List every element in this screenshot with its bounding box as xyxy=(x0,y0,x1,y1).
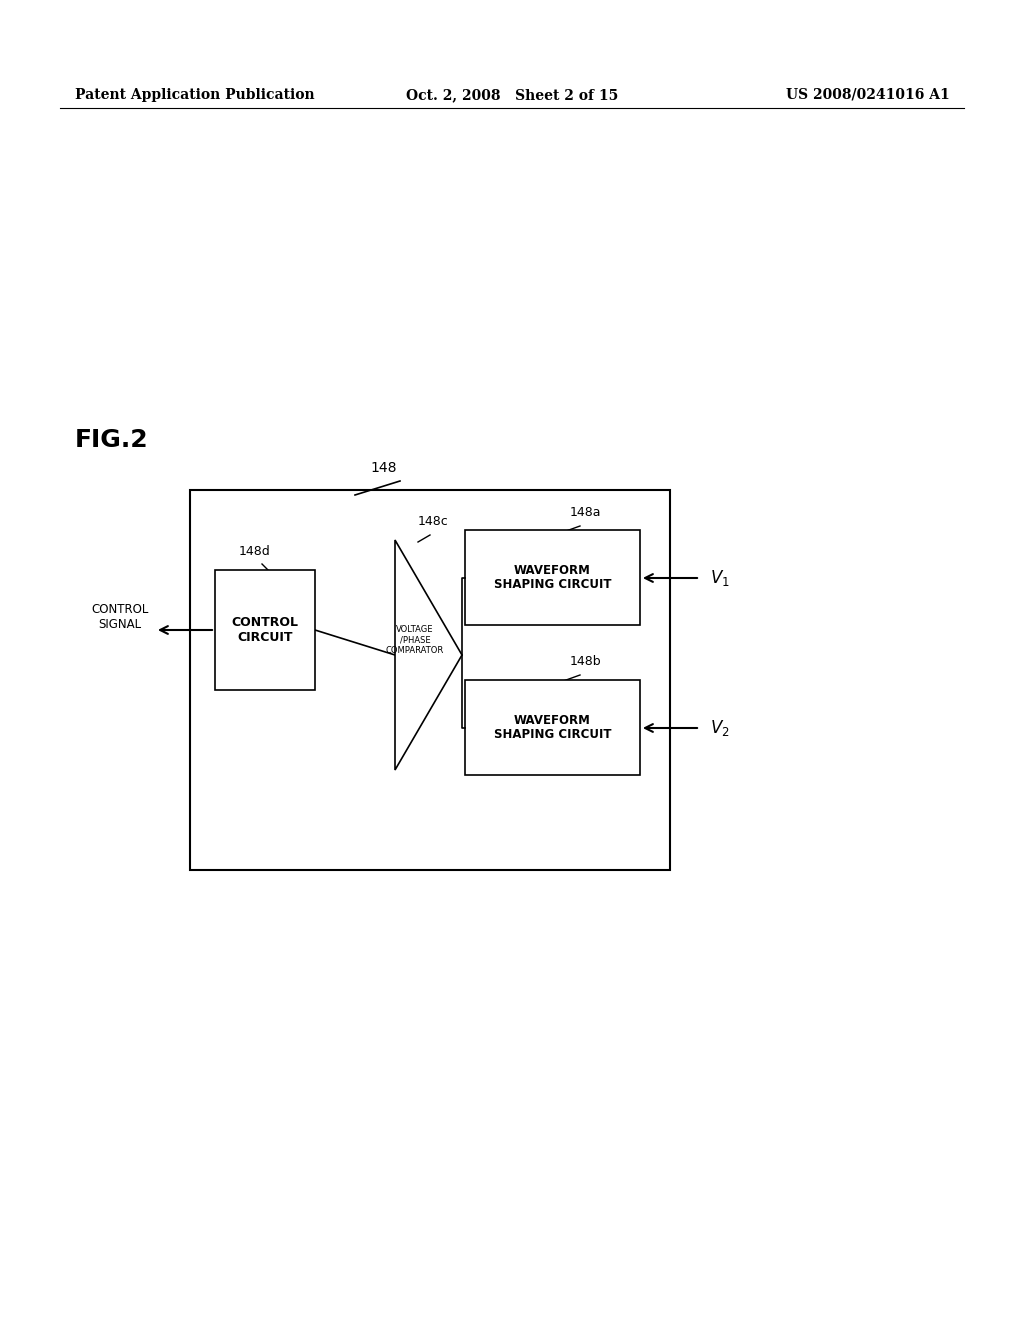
Text: 148c: 148c xyxy=(418,515,449,528)
Text: WAVEFORM
SHAPING CIRCUIT: WAVEFORM SHAPING CIRCUIT xyxy=(494,714,611,742)
Text: Patent Application Publication: Patent Application Publication xyxy=(75,88,314,102)
Text: $V_2$: $V_2$ xyxy=(710,718,730,738)
Bar xyxy=(465,531,640,624)
Text: CONTROL
SIGNAL: CONTROL SIGNAL xyxy=(91,603,148,631)
Text: 148: 148 xyxy=(370,461,396,475)
Text: 148a: 148a xyxy=(570,506,601,519)
Bar xyxy=(215,570,315,690)
Bar xyxy=(190,490,670,870)
Text: VOLTAGE
/PHASE
COMPARATOR: VOLTAGE /PHASE COMPARATOR xyxy=(386,626,444,655)
Text: Oct. 2, 2008   Sheet 2 of 15: Oct. 2, 2008 Sheet 2 of 15 xyxy=(406,88,618,102)
Bar xyxy=(465,680,640,775)
Polygon shape xyxy=(395,540,462,770)
Text: 148d: 148d xyxy=(240,545,271,558)
Text: WAVEFORM
SHAPING CIRCUIT: WAVEFORM SHAPING CIRCUIT xyxy=(494,564,611,591)
Text: US 2008/0241016 A1: US 2008/0241016 A1 xyxy=(786,88,950,102)
Text: CONTROL
CIRCUIT: CONTROL CIRCUIT xyxy=(231,616,299,644)
Text: FIG.2: FIG.2 xyxy=(75,428,148,451)
Text: $V_1$: $V_1$ xyxy=(710,568,730,587)
Text: 148b: 148b xyxy=(570,655,602,668)
